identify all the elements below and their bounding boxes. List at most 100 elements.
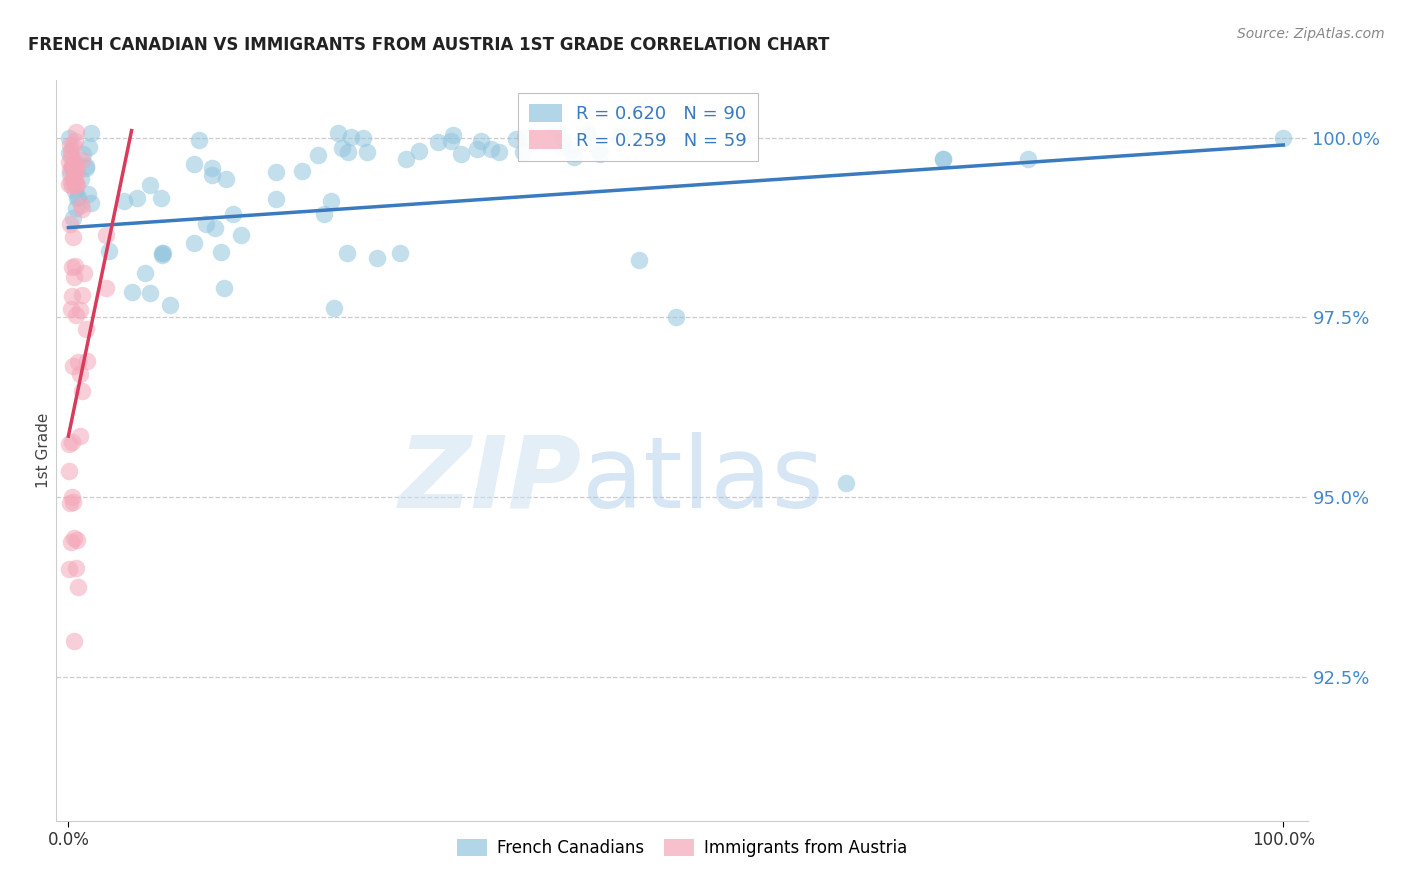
Point [201,161,224,176]
Point [150,248,173,262]
Text: ZIP: ZIP [399,432,582,529]
Point [112,194,135,208]
Point [59,150,82,164]
Point [65,156,87,170]
Point [152,246,174,260]
Point [835,475,858,490]
Point [312,207,335,221]
Point [59,496,82,510]
Point [62,359,84,374]
Point [76,354,98,368]
Point [66,178,89,193]
Point [72,147,94,161]
Point [60,144,83,158]
Point [59,137,82,152]
Point [65,165,87,179]
Point [564,150,586,164]
Point [389,245,412,260]
Point [395,152,418,166]
Point [214,281,236,295]
Point [291,164,314,178]
Point [70,153,93,167]
Point [150,191,173,205]
Point [264,165,287,179]
Point [183,235,205,250]
Point [551,140,574,154]
Point [58,437,80,451]
Point [73,266,96,280]
Point [75,161,97,176]
Point [67,190,90,204]
Point [204,220,226,235]
Point [512,145,534,159]
Point [222,207,245,221]
Point [62,269,84,284]
Point [66,533,89,547]
Point [80,196,103,211]
Point [65,178,87,192]
Point [356,145,378,160]
Point [441,128,464,142]
Point [59,163,82,178]
Point [59,302,82,317]
Point [62,211,84,226]
Point [479,142,502,156]
Point [408,144,430,158]
Point [62,139,84,153]
Point [63,175,86,189]
Point [560,143,582,157]
Point [77,187,100,202]
Point [69,302,91,317]
Point [65,125,87,139]
Point [183,156,205,170]
Point [352,131,374,145]
Point [586,143,609,157]
Point [307,148,329,162]
Point [488,145,510,159]
Point [58,130,80,145]
Point [215,172,238,186]
Point [66,191,89,205]
Point [62,172,84,186]
Point [201,168,224,182]
Point [578,129,600,144]
Point [121,285,143,300]
Point [336,145,359,159]
Point [60,490,83,504]
Point [159,298,181,312]
Point [134,267,156,281]
Point [194,218,217,232]
Point [67,580,90,594]
Point [440,134,463,148]
Point [450,146,472,161]
Point [67,355,90,369]
Point [77,140,100,154]
Point [60,179,83,194]
Point [58,145,80,160]
Point [60,434,83,449]
Point [63,634,86,648]
Point [58,561,80,575]
Point [75,322,97,336]
Point [62,230,84,244]
Point [328,126,350,140]
Point [80,126,103,140]
Point [58,178,80,192]
Point [75,159,97,173]
Point [505,132,527,146]
Point [465,142,488,156]
Point [60,175,83,189]
Point [366,251,388,265]
Point [336,245,359,260]
Point [932,153,955,167]
Point [427,135,450,149]
Point [322,301,344,316]
Legend: French Canadians, Immigrants from Austria: French Canadians, Immigrants from Austri… [450,832,914,864]
Point [607,130,630,145]
Point [62,162,84,177]
Point [62,495,84,509]
Point [932,153,955,167]
Point [69,429,91,443]
Point [58,155,80,169]
Point [628,252,651,267]
